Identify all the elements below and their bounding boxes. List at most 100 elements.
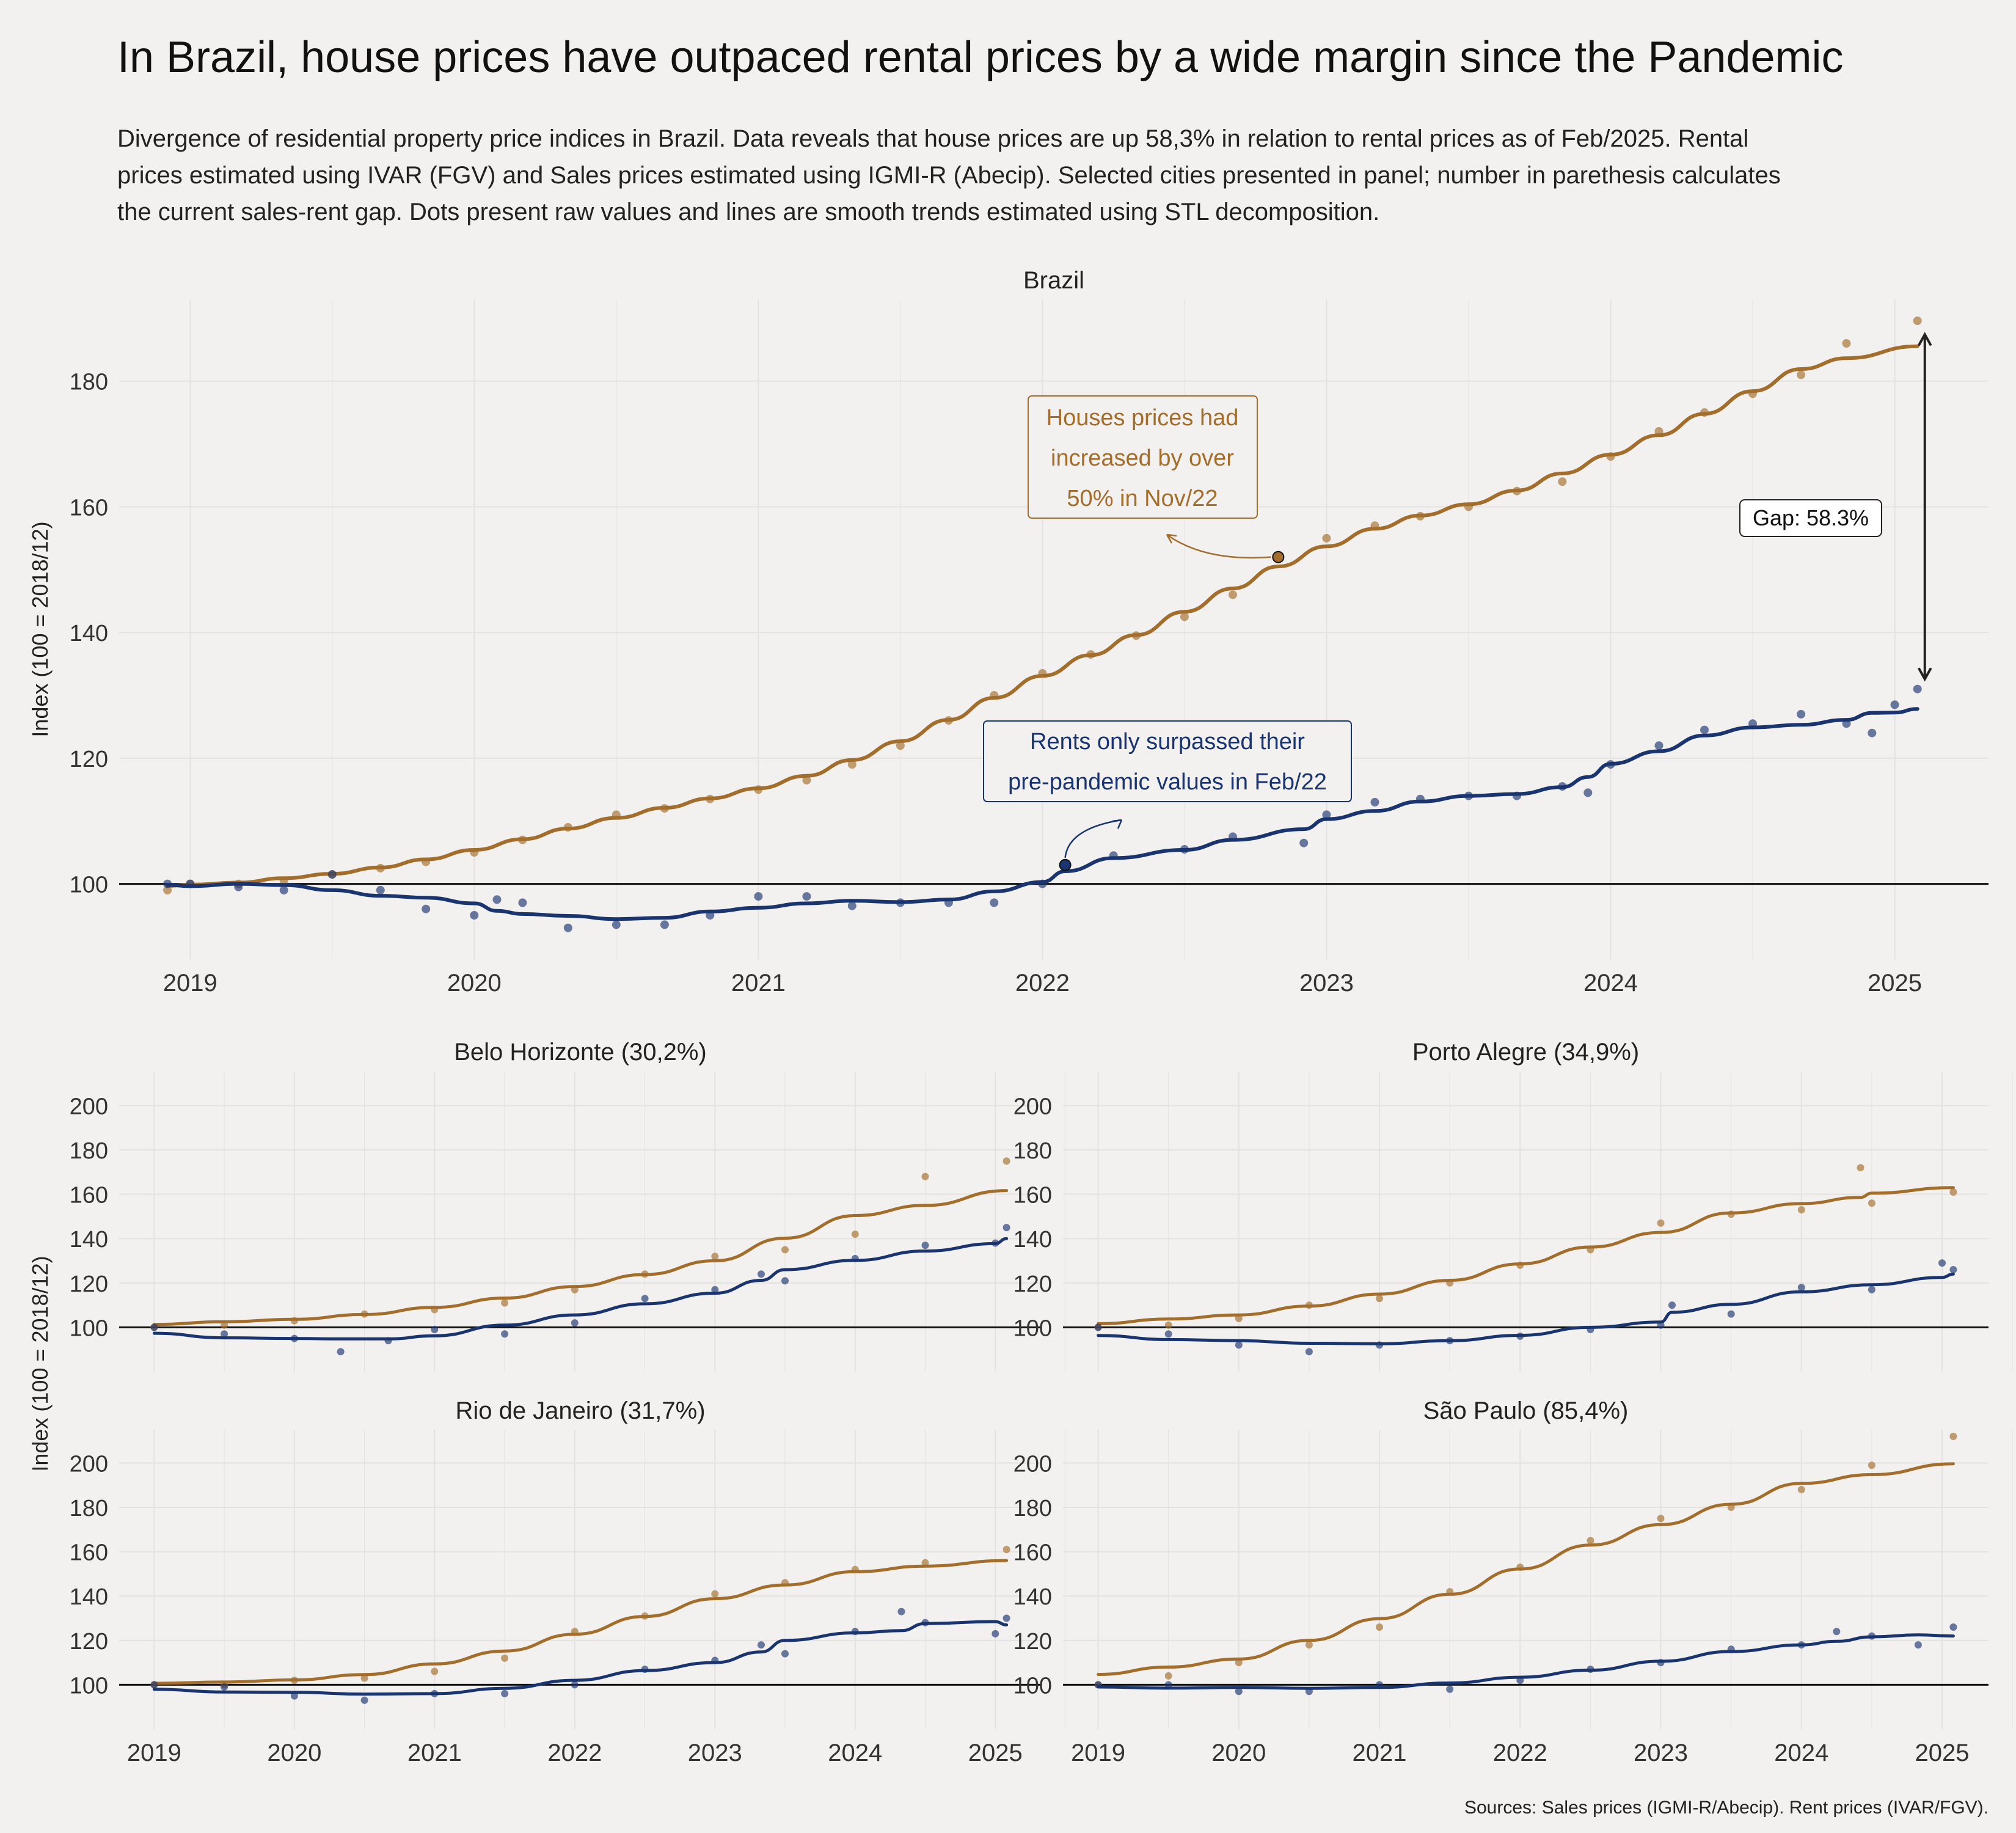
data-point: [1003, 1614, 1010, 1622]
data-point: [1949, 1623, 1957, 1631]
trend-line: [166, 344, 1919, 888]
gap-annotation-label: Gap: 58.3%: [1753, 505, 1869, 530]
arrow-head: [1112, 819, 1123, 829]
data-point: [1322, 533, 1331, 543]
data-point: [290, 1692, 298, 1700]
data-point: [279, 885, 288, 895]
series-sales: [1094, 1164, 1957, 1331]
x-tick-label: 2023: [688, 1740, 742, 1766]
arrow-head: [1917, 667, 1932, 682]
data-point: [1558, 477, 1567, 486]
brazil-annotation-marks: [1059, 332, 1932, 871]
data-point: [492, 895, 502, 904]
y-tick-label: 120: [1013, 1629, 1052, 1655]
data-point: [781, 1650, 789, 1658]
data-point: [897, 1608, 905, 1615]
data-point: [327, 870, 337, 879]
y-tick-label: 200: [70, 1094, 108, 1119]
data-point: [1370, 797, 1379, 807]
data-point: [1868, 1199, 1875, 1207]
data-point: [1299, 838, 1309, 847]
rents-annotation-line: Rents only surpassed their: [1030, 729, 1305, 755]
x-tick-label: 2019: [127, 1740, 181, 1766]
series-rent: [150, 1224, 1010, 1356]
y-tick-label: 100: [70, 1673, 108, 1699]
y-tick-label: 180: [1013, 1496, 1052, 1521]
y-tick-label: 180: [70, 1496, 108, 1521]
x-tick-label: 2023: [1299, 970, 1354, 997]
data-point: [1164, 1672, 1172, 1680]
data-point: [1868, 1286, 1875, 1293]
y-tick-label: 160: [70, 495, 108, 521]
data-point: [1654, 741, 1664, 750]
panel-title: Rio de Janeiro (31,7%): [455, 1397, 705, 1424]
rents-annotation-box: [983, 720, 1352, 802]
data-point: [571, 1681, 579, 1689]
data-point: [921, 1173, 929, 1180]
data-point: [1094, 1323, 1102, 1331]
x-tick-label: 2021: [407, 1740, 462, 1766]
data-point: [1797, 370, 1806, 379]
data-point: [150, 1323, 158, 1331]
y-tick-label: 160: [70, 1183, 108, 1209]
data-point: [501, 1299, 509, 1307]
data-point: [571, 1319, 579, 1327]
y-tick-label: 120: [70, 1271, 108, 1297]
data-point: [1913, 684, 1922, 693]
panel-belo-horizonte: Belo Horizonte (30,2%) 100 120 140 160 180 200…: [27, 1039, 1066, 1472]
trend-line: [152, 1559, 1009, 1685]
data-point: [660, 920, 669, 929]
houses-annotation-arrow: [1166, 533, 1271, 559]
data-point: [1914, 1641, 1922, 1649]
y-tick-label: 180: [70, 1138, 108, 1164]
series-rent: [150, 1608, 1010, 1704]
y-tick-label: 120: [1013, 1271, 1052, 1297]
data-point: [758, 1270, 765, 1278]
panel-title: Brazil: [1023, 267, 1084, 294]
x-tick-label: 2021: [1353, 1740, 1407, 1766]
data-point: [1376, 1623, 1383, 1631]
data-point: [1305, 1641, 1313, 1649]
data-point: [641, 1295, 649, 1303]
data-point: [921, 1242, 929, 1249]
y-tick-label: 140: [70, 1227, 108, 1253]
subtitle-line: prices estimated using IVAR (FGV) and Sa…: [117, 162, 1781, 189]
trend-line: [152, 1189, 1009, 1326]
data-point: [1003, 1224, 1010, 1232]
data-point: [1890, 700, 1899, 709]
data-point: [990, 898, 999, 907]
panel-rio-de-janeiro: Rio de Janeiro (31,7%) 100 120 140 160 180 200…: [70, 1397, 1066, 1766]
source-note: Sources: Sales prices (IGMI-R/Abecip). R…: [1464, 1798, 1989, 1818]
subtitle-line: the current sales-rent gap. Dots present…: [117, 199, 1379, 225]
series-sales: [150, 1546, 1010, 1689]
y-tick-label: 100: [1013, 1673, 1052, 1699]
data-point: [1700, 725, 1709, 734]
y-axis-label: Index (100 = 2018/12): [27, 1256, 53, 1471]
houses-annotation-line: Houses prices had: [1046, 405, 1239, 431]
x-tick-label: 2025: [1915, 1740, 1970, 1766]
data-point: [1797, 1284, 1805, 1292]
data-point: [337, 1348, 345, 1356]
houses-annotation-line: increased by over: [1051, 445, 1234, 471]
data-point: [1949, 1188, 1957, 1196]
trend-line: [152, 1237, 1009, 1341]
panel-s-o-paulo: São Paulo (85,4%) 100 120 140 160 180 200 2019 2…: [1013, 1397, 2013, 1766]
x-tick-label: 2020: [267, 1740, 321, 1766]
y-tick-label: 200: [1013, 1451, 1052, 1477]
data-point: [992, 1630, 999, 1637]
data-point: [1235, 1314, 1243, 1322]
x-tick-label: 2020: [1211, 1740, 1266, 1766]
panel-title: São Paulo (85,4%): [1423, 1397, 1629, 1424]
y-tick-label: 200: [1013, 1094, 1052, 1119]
data-point: [1235, 1341, 1243, 1349]
data-point: [758, 1641, 765, 1649]
rents-annotation-line: pre-pandemic values in Feb/22: [1008, 769, 1327, 795]
data-point: [1322, 810, 1331, 819]
data-point: [781, 1277, 789, 1285]
data-point: [1857, 1164, 1864, 1172]
data-point: [711, 1253, 719, 1260]
data-point: [1949, 1266, 1957, 1273]
y-tick-label: 200: [70, 1451, 108, 1477]
data-point: [360, 1696, 368, 1704]
y-tick-label: 120: [70, 1629, 108, 1655]
